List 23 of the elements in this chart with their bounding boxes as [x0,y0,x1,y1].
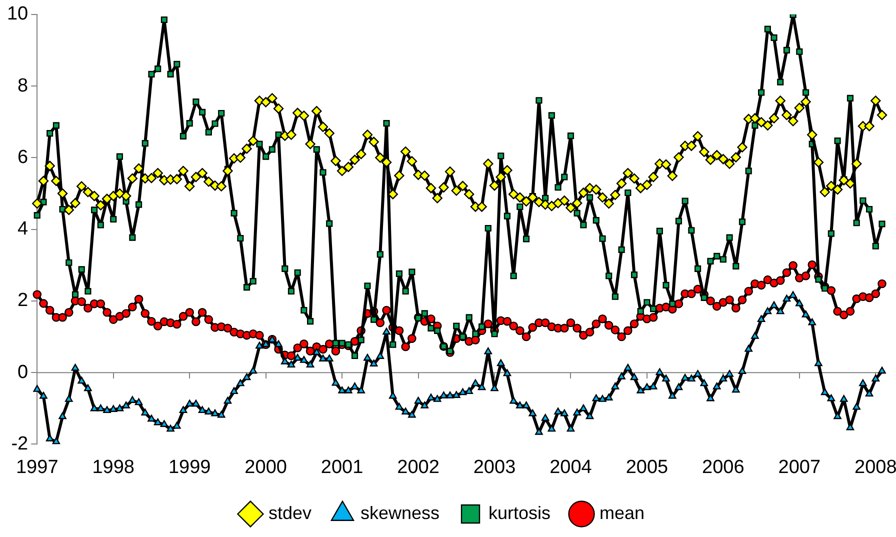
y-tick-label: 0 [18,362,28,383]
x-tick-label: 1997 [16,456,58,478]
legend-label: skewness [360,502,440,523]
y-tick-label: 8 [18,75,28,96]
y-tick-label: 4 [18,218,29,240]
y-tick-label: 6 [18,146,28,168]
x-tick-label: 2005 [626,456,668,478]
y-tick-label: 10 [6,4,28,25]
x-tick-label: 2004 [550,456,592,478]
x-tick-label: 2002 [397,456,440,478]
x-tick-label: 2003 [473,456,516,478]
legend-label: kurtosis [488,502,551,523]
x-tick-label: 2000 [244,456,287,478]
x-tick-label: 2008 [854,456,896,478]
y-tick-label: 2 [18,290,28,312]
x-tick-label: 2006 [702,456,744,478]
legend-label: stdev [268,502,312,523]
x-tick-label: 2001 [320,456,364,478]
legend-label: mean [600,502,645,523]
x-tick-label: 2007 [778,456,821,478]
x-tick-label: 1999 [168,456,211,478]
y-tick-label: -2 [11,433,28,454]
x-tick-label: 1998 [92,456,135,478]
